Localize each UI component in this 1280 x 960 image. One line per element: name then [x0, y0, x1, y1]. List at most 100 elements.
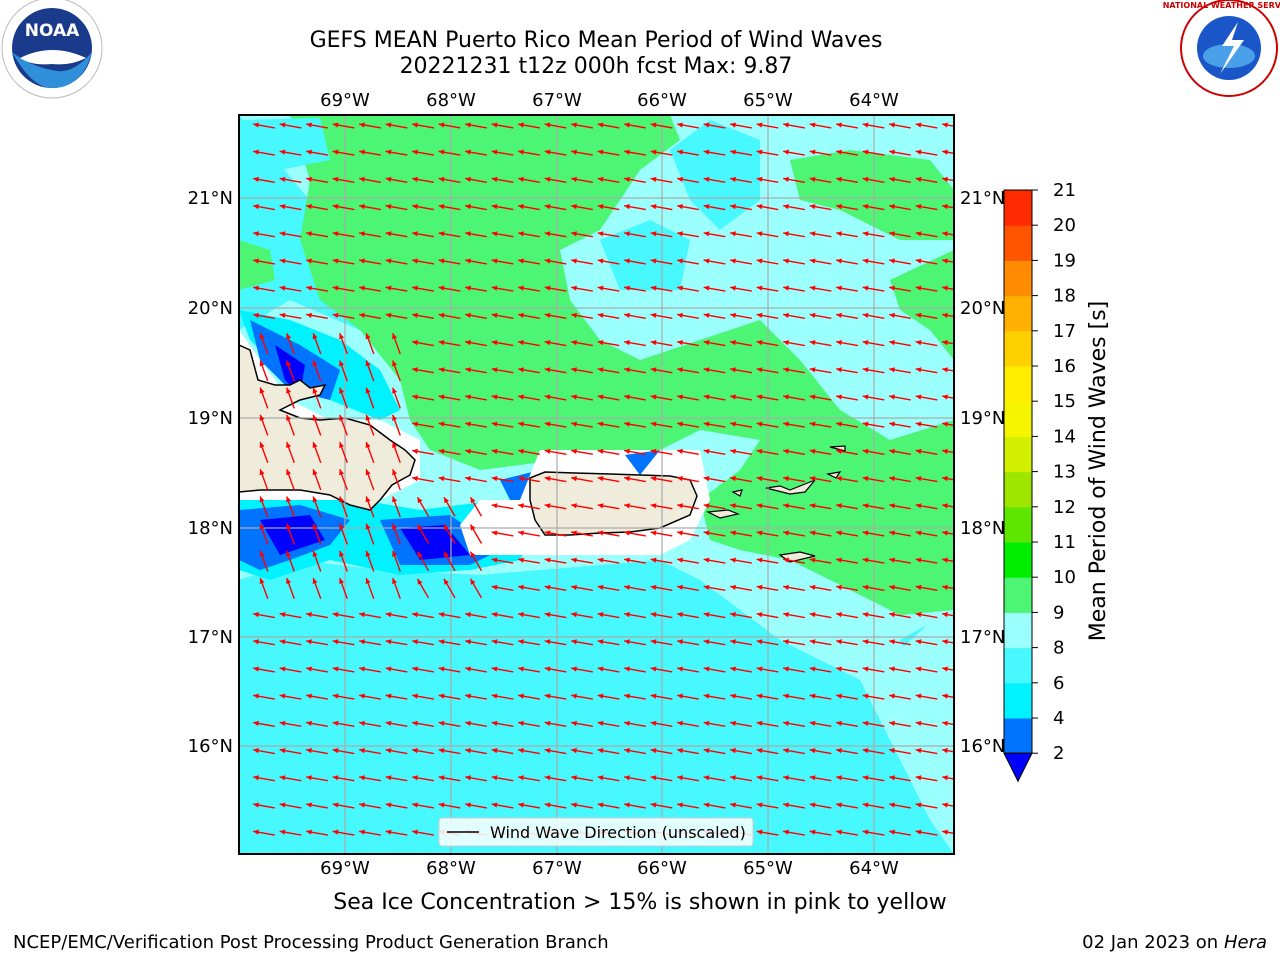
- wind-wave-arrowhead: [915, 693, 922, 699]
- wind-wave-arrowhead: [385, 612, 392, 618]
- wind-wave-arrowhead: [915, 367, 922, 373]
- wind-wave-arrowhead: [809, 612, 816, 618]
- wind-wave-arrowhead: [365, 333, 371, 340]
- wind-wave-arrowhead: [544, 285, 551, 291]
- wind-wave-arrowhead: [279, 285, 286, 291]
- wind-wave-arrowhead: [624, 122, 630, 128]
- wind-wave-arrowhead: [412, 693, 418, 699]
- colorbar-segment: [1004, 682, 1032, 719]
- wind-wave-arrowhead: [279, 666, 286, 672]
- wind-wave-arrowhead: [544, 775, 551, 781]
- wind-wave-arrowhead: [783, 340, 789, 346]
- wind-wave-arrowhead: [809, 503, 816, 509]
- wind-wave-arrowhead: [312, 496, 318, 503]
- wind-wave-arrowhead: [518, 612, 524, 618]
- wind-wave-arrowhead: [491, 149, 498, 155]
- wind-wave-arrowhead: [518, 693, 524, 699]
- wind-wave-arrowhead: [783, 584, 789, 590]
- wind-wave-arrowhead: [412, 666, 418, 672]
- colorbar-tick-label: 9: [1053, 602, 1064, 623]
- wind-wave-arrowhead: [544, 258, 551, 264]
- wind-wave-arrowhead: [650, 258, 657, 264]
- wind-wave-arrowhead: [915, 448, 922, 454]
- wind-wave-arrowhead: [359, 231, 365, 237]
- wind-wave-arrowhead: [624, 775, 630, 781]
- wind-wave-arrowhead: [597, 122, 604, 128]
- wind-wave-arrowhead: [862, 448, 869, 454]
- wind-wave-arrowhead: [286, 414, 292, 421]
- wind-wave-arrowhead: [597, 802, 604, 808]
- colorbar-tick-label: 21: [1053, 180, 1076, 201]
- wind-wave-arrowhead: [889, 503, 895, 509]
- wind-wave-arrowhead: [915, 176, 922, 182]
- lon-labels-bottom: 69°W 68°W 67°W 66°W 65°W 64°W: [320, 858, 899, 879]
- wind-wave-arrowhead: [412, 340, 418, 346]
- wind-wave-arrowhead: [809, 231, 816, 237]
- lon-label: 68°W: [426, 858, 476, 879]
- wind-wave-arrow: [253, 858, 275, 862]
- wind-wave-arrowhead: [783, 748, 789, 754]
- wind-wave-arrowhead: [809, 557, 816, 563]
- wind-wave-arrowhead: [306, 122, 312, 128]
- wind-wave-arrowhead: [730, 312, 736, 318]
- wind-wave-arrowhead: [624, 285, 630, 291]
- wind-wave-arrowhead: [915, 204, 922, 210]
- wind-wave-arrowhead: [465, 612, 471, 618]
- wind-wave-arrowhead: [862, 285, 869, 291]
- wind-wave-arrowhead: [597, 231, 604, 237]
- wind-wave-arrowhead: [915, 666, 922, 672]
- wind-wave-arrowhead: [412, 122, 418, 128]
- wind-wave-arrowhead: [915, 285, 922, 291]
- colorbar-tick-label: 2: [1053, 743, 1064, 764]
- contour-2s-south2: [400, 525, 470, 560]
- wind-wave-arrowhead: [889, 476, 895, 482]
- wind-wave-arrowhead: [809, 748, 816, 754]
- wind-wave-arrowhead: [444, 578, 449, 585]
- wind-wave-arrowhead: [650, 421, 657, 427]
- wind-wave-arrowhead: [365, 360, 371, 367]
- wind-wave-arrowhead: [942, 149, 948, 155]
- wind-wave-arrowhead: [756, 285, 763, 291]
- wind-wave-arrowhead: [942, 312, 948, 318]
- wind-wave-arrowhead: [836, 693, 842, 699]
- wind-wave-arrowhead: [286, 360, 292, 367]
- nws-logo-text: NATIONAL WEATHER SERVICE: [1163, 1, 1280, 10]
- wind-wave-arrowhead: [359, 258, 365, 264]
- wind-wave-arrowhead: [809, 312, 816, 318]
- wind-wave-arrowhead: [730, 666, 736, 672]
- wind-wave-arrowhead: [465, 476, 471, 482]
- wind-wave-arrowhead: [392, 333, 398, 340]
- wind-wave-arrowhead: [703, 367, 710, 373]
- wind-wave-arrowhead: [836, 367, 842, 373]
- lon-label: 66°W: [637, 90, 687, 111]
- wind-wave-arrowhead: [862, 802, 869, 808]
- wind-wave-arrowhead: [703, 612, 710, 618]
- wind-wave-arrowhead: [862, 258, 869, 264]
- wind-wave-arrowhead: [624, 312, 630, 318]
- wind-wave-arrowhead: [624, 503, 630, 509]
- chart-subtitle: 20221231 t12z 000h fcst Max: 9.87: [399, 54, 793, 79]
- lat-label: 20°N: [188, 298, 233, 319]
- wind-wave-arrowhead: [412, 312, 418, 318]
- footer-credit: NCEP/EMC/Verification Post Processing Pr…: [13, 932, 609, 953]
- wind-wave-arrowhead: [756, 149, 763, 155]
- wind-wave-arrowhead: [730, 476, 736, 482]
- land-vieques: [705, 509, 741, 519]
- wind-wave-arrowhead: [597, 775, 604, 781]
- wind-wave-arrowhead: [756, 394, 763, 400]
- wind-wave-arrowhead: [279, 312, 286, 318]
- wind-wave-arrowhead: [730, 204, 736, 210]
- wind-wave-arrowhead: [438, 775, 445, 781]
- lon-label: 67°W: [532, 90, 582, 111]
- wind-wave-arrowhead: [491, 421, 498, 427]
- wind-wave-arrowhead: [650, 530, 657, 536]
- wind-wave-arrowhead: [365, 550, 371, 557]
- wind-wave-arrowhead: [624, 367, 630, 373]
- wind-wave-arrowhead: [703, 666, 710, 672]
- wind-wave-arrowhead: [836, 666, 842, 672]
- wind-wave-arrowhead: [259, 414, 265, 421]
- wind-wave-arrowhead: [624, 857, 630, 862]
- wind-wave-arrowhead: [597, 693, 604, 699]
- wind-wave-arrowhead: [677, 503, 683, 509]
- wind-wave-arrowhead: [444, 551, 449, 558]
